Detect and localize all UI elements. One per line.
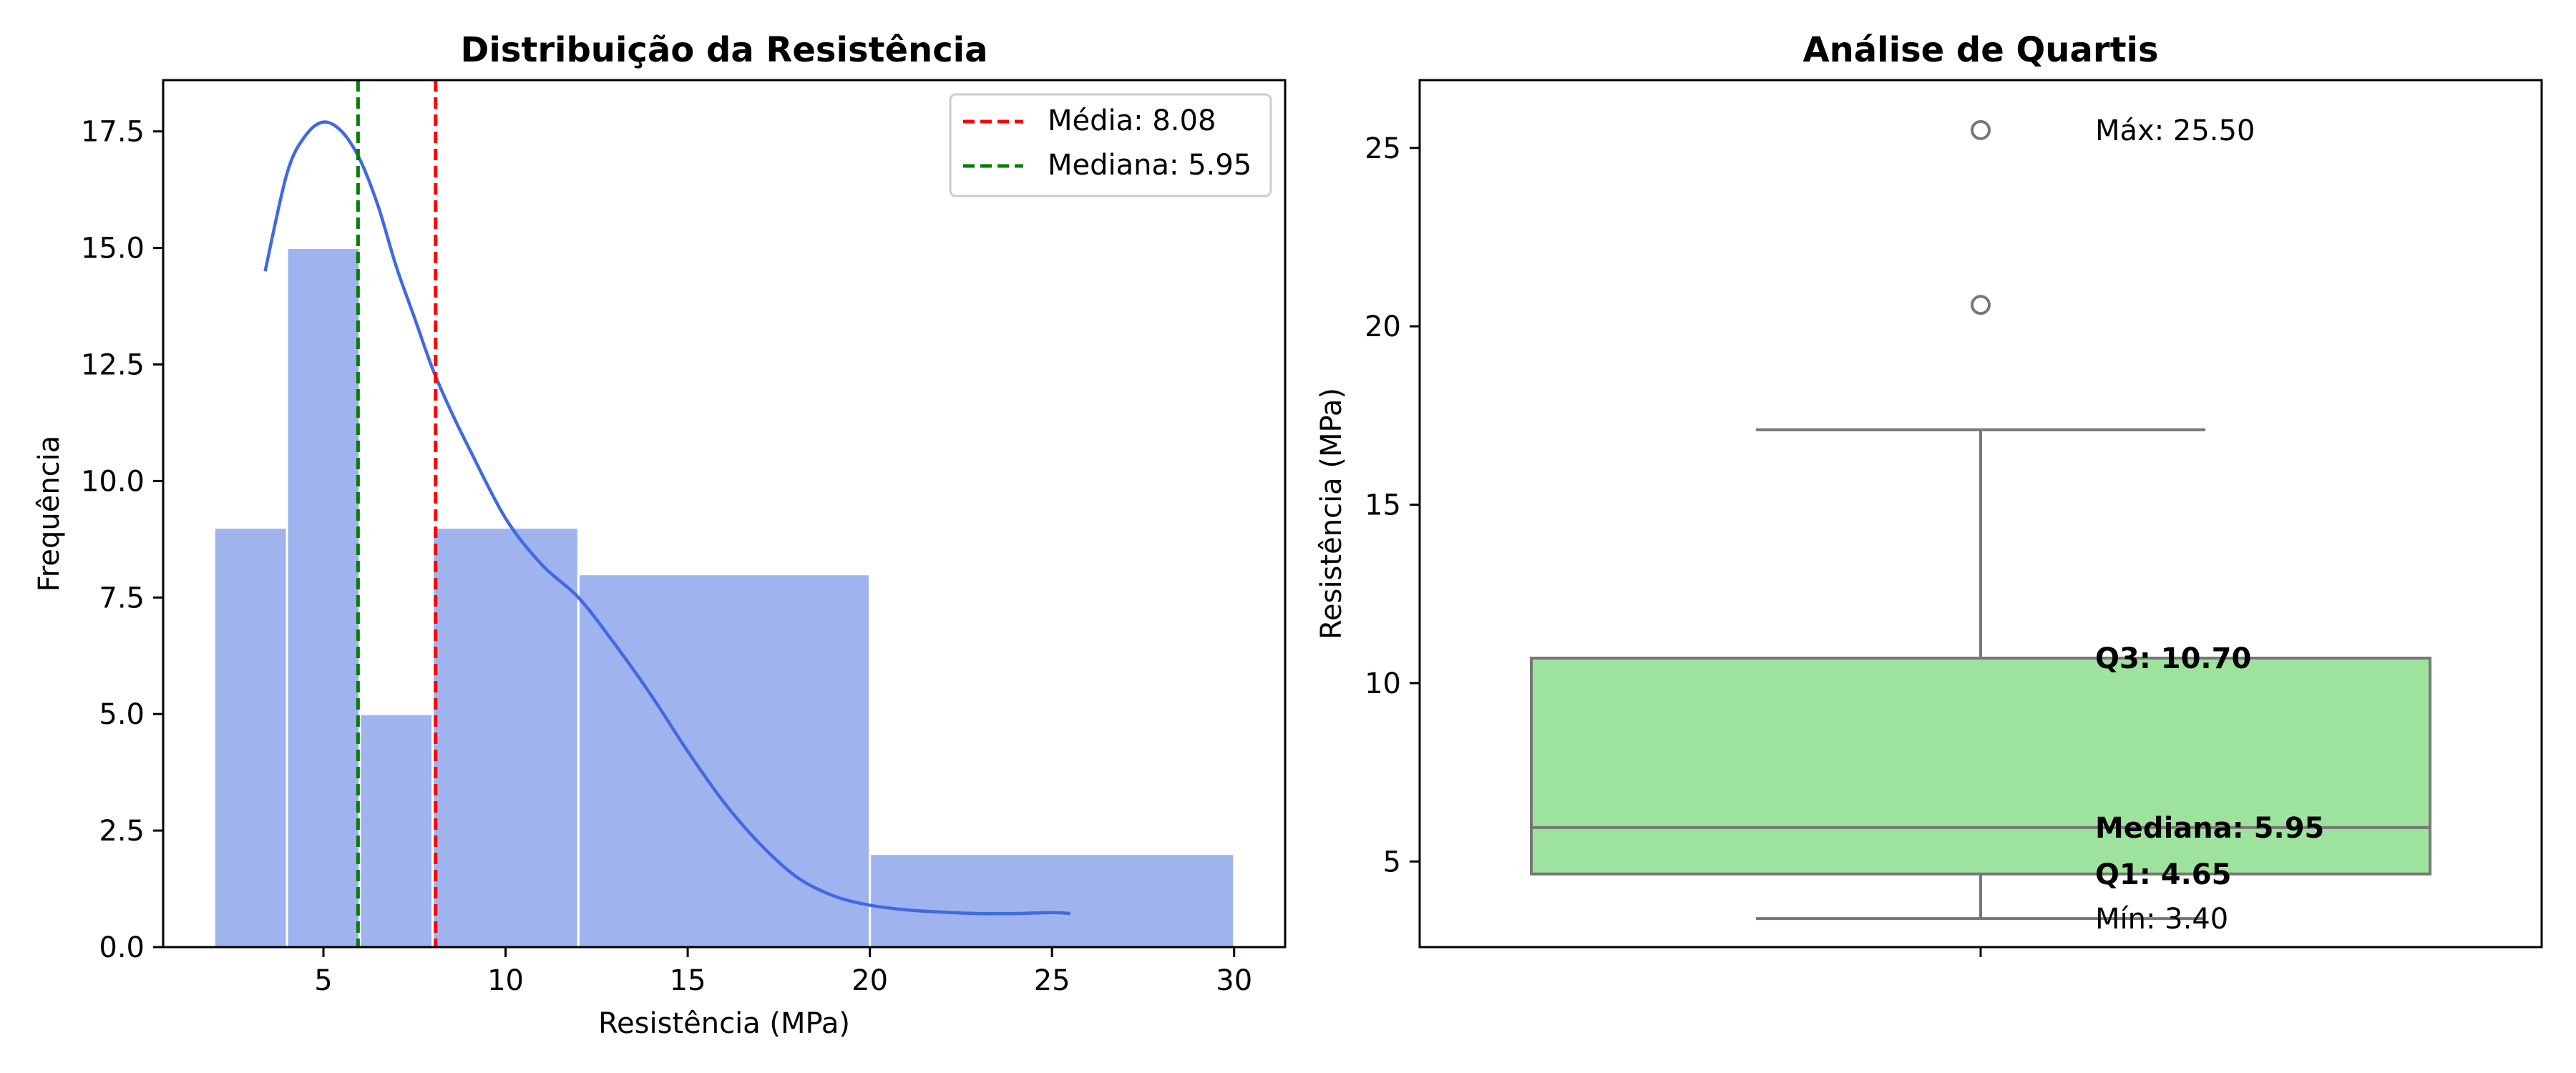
annotation-3: Q1: 4.65: [2095, 858, 2231, 891]
histogram-bar-4: [577, 573, 872, 949]
outlier-point-1: [1971, 119, 1991, 140]
histogram-plot-area: [162, 79, 1287, 949]
histogram-panel: Distribuição da Resistência 5 10 15 20 25 30 …: [33, 30, 1287, 1040]
histogram-bars: [213, 247, 1236, 949]
histogram-y-tick-label: 7.5: [99, 582, 145, 614]
iqr-box: [1530, 657, 2431, 876]
histogram-bar-2: [358, 712, 434, 949]
boxplot-elements: [1530, 119, 2431, 921]
legend-frame: [949, 93, 1272, 197]
boxplot-annotations: Máx: 25.50 Q3: 10.70 Mediana: 5.95 Q1: 4.65…: [2095, 114, 2324, 936]
histogram-title: Distribuição da Resistência: [461, 30, 988, 70]
histogram-y-tick-label: 17.5: [81, 116, 145, 149]
histogram-x-tick-label: 15: [670, 964, 706, 997]
boxplot-y-ticks: 5 10 15 20 25: [1365, 132, 1420, 878]
histogram-x-tick-label: 20: [852, 964, 888, 997]
boxplot-y-tick-label: 15: [1365, 489, 1401, 522]
legend-label-media: Média: 8.08: [1048, 104, 1216, 137]
annotation-0: Máx: 25.50: [2095, 114, 2255, 147]
histogram-x-tick-label: 5: [314, 964, 332, 997]
histogram-y-tick-label: 10.0: [81, 465, 145, 498]
histogram-y-tick-label: 2.5: [99, 815, 145, 848]
boxplot-y-label: Resistência (MPa): [1315, 388, 1348, 640]
boxplot-y-tick-label: 10: [1365, 667, 1401, 700]
histogram-x-tick-label: 25: [1034, 964, 1070, 997]
boxplot-title: Análise de Quartis: [1802, 30, 2158, 70]
histogram-x-label: Resistência (MPa): [598, 1007, 850, 1040]
histogram-x-tick-label: 10: [487, 964, 524, 997]
boxplot-y-tick-label: 25: [1365, 132, 1401, 165]
histogram-y-tick-label: 15.0: [81, 232, 145, 265]
kde-line: [263, 120, 1070, 916]
histogram-y-tick-label: 12.5: [81, 348, 145, 381]
histogram-y-label: Frequência: [33, 436, 66, 592]
annotation-2: Mediana: 5.95: [2095, 812, 2324, 845]
outlier-point-0: [1971, 295, 1991, 315]
histogram-y-tick-label: 0.0: [99, 931, 145, 964]
histogram-y-ticks: 0.0 2.5 5.0 7.5 10.0 12.5 15.0 17.5: [81, 116, 163, 964]
histogram-bar-5: [869, 853, 1236, 949]
annotation-1: Q3: 10.70: [2095, 642, 2251, 675]
annotation-4: Mín: 3.40: [2095, 903, 2228, 936]
histogram-bar-0: [213, 526, 288, 949]
legend-label-mediana: Mediana: 5.95: [1048, 149, 1252, 182]
boxplot-y-tick-label: 20: [1365, 310, 1401, 343]
reference-lines: [356, 80, 438, 947]
histogram-bar-1: [286, 247, 361, 949]
histogram-bar-3: [431, 526, 580, 949]
boxplot-panel: Análise de Quartis Máx: 25.50 Q3: 10.70 Me…: [1315, 30, 2543, 957]
histogram-x-ticks: 5 10 15 20 25 30: [314, 947, 1252, 997]
boxplot-y-tick-label: 5: [1383, 846, 1401, 878]
histogram-legend: Média: 8.08 Mediana: 5.95: [949, 93, 1272, 197]
histogram-x-tick-label: 30: [1216, 964, 1252, 997]
histogram-y-tick-label: 5.0: [99, 698, 145, 731]
